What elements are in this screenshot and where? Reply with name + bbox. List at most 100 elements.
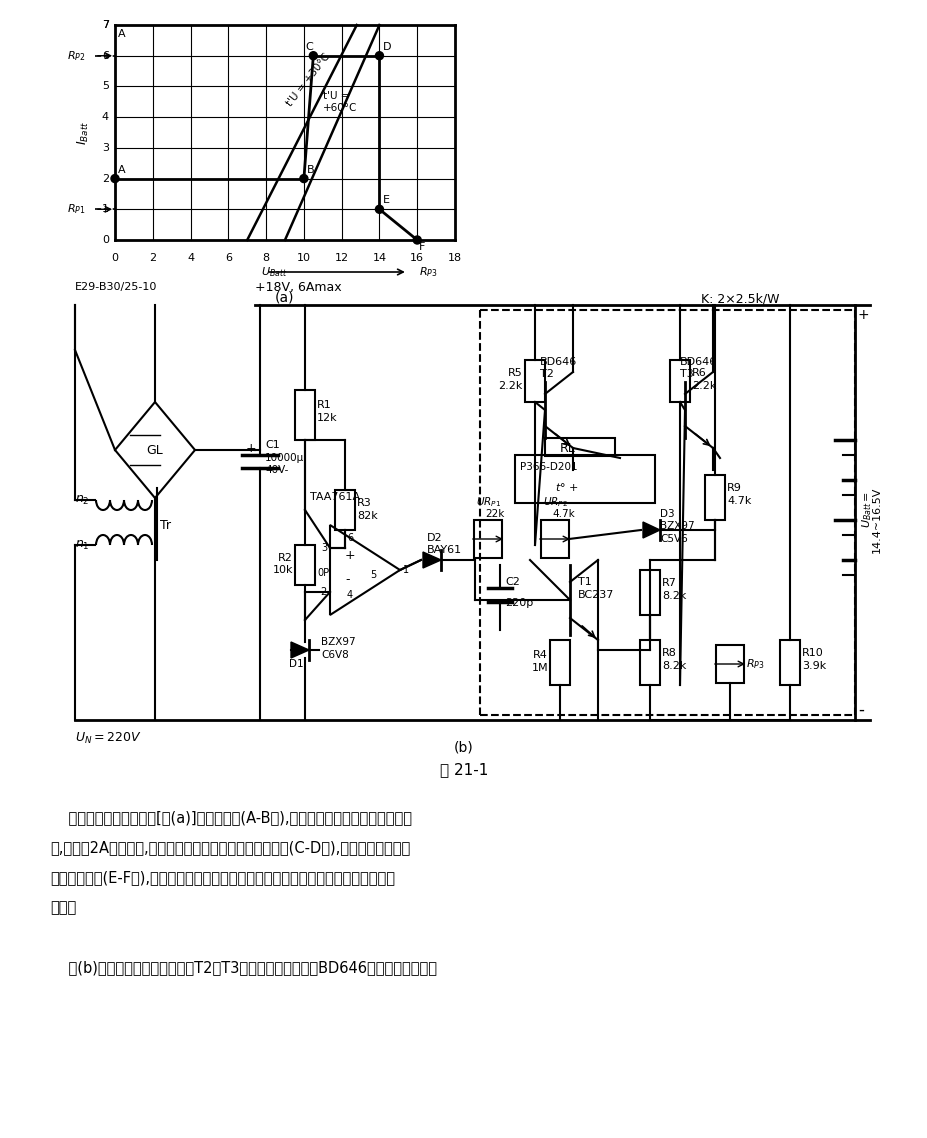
Text: $UR_{P2}$: $UR_{P2}$ xyxy=(542,495,567,509)
Text: R2: R2 xyxy=(278,553,293,563)
Text: $U_N = 220V$: $U_N = 220V$ xyxy=(75,731,142,745)
Text: 下,只以约2A电流充电,从而可防止充电装置过载。第二阶段(C-D段),以最大恒定电流充: 下,只以约2A电流充电,从而可防止充电装置过载。第二阶段(C-D段),以最大恒定… xyxy=(50,840,410,855)
Text: 220p: 220p xyxy=(504,597,533,608)
Text: +18V, 6Amax: +18V, 6Amax xyxy=(255,280,341,294)
Text: 4: 4 xyxy=(187,253,194,263)
Text: E29-B30/25-10: E29-B30/25-10 xyxy=(75,282,158,292)
Text: K: 2×2.5k/W: K: 2×2.5k/W xyxy=(700,292,779,305)
Text: 1: 1 xyxy=(402,564,409,575)
Bar xyxy=(669,360,690,402)
Text: 6: 6 xyxy=(347,533,353,543)
Text: R3: R3 xyxy=(357,498,372,508)
Text: $U_{Batt}$: $U_{Batt}$ xyxy=(260,265,287,279)
Text: 2: 2 xyxy=(321,587,326,597)
Text: 切断。: 切断。 xyxy=(50,900,76,915)
Text: RL: RL xyxy=(559,442,575,454)
Text: $UR_{P1}$: $UR_{P1}$ xyxy=(476,495,501,509)
Text: $I_{Batt}$: $I_{Batt}$ xyxy=(75,121,91,145)
Text: 4.7k: 4.7k xyxy=(552,509,574,519)
Text: 22k: 22k xyxy=(485,509,504,519)
Text: $n_1$: $n_1$ xyxy=(75,538,90,552)
Text: t'U = +30°C: t'U = +30°C xyxy=(285,52,332,108)
Text: C2: C2 xyxy=(504,577,519,587)
Text: B: B xyxy=(307,165,314,174)
Text: 2.2k: 2.2k xyxy=(498,381,523,391)
Bar xyxy=(705,475,724,520)
Text: R5: R5 xyxy=(508,368,523,378)
Text: $R_{P1}$: $R_{P1}$ xyxy=(67,203,85,216)
Text: 3: 3 xyxy=(102,143,108,152)
Text: t'U =
+60°C: t'U = +60°C xyxy=(323,91,357,113)
Text: +: + xyxy=(345,549,355,561)
Text: F: F xyxy=(419,242,425,251)
Text: 6: 6 xyxy=(224,253,232,263)
Text: E: E xyxy=(382,196,389,205)
Text: D1: D1 xyxy=(288,659,303,669)
Polygon shape xyxy=(291,642,309,658)
Text: R1: R1 xyxy=(317,399,331,410)
Text: R6: R6 xyxy=(692,368,706,378)
Text: 10000μ: 10000μ xyxy=(265,453,304,463)
Text: $R_{P3}$: $R_{P3}$ xyxy=(745,657,764,671)
Text: 2: 2 xyxy=(102,174,108,183)
Text: R4: R4 xyxy=(532,650,548,660)
Bar xyxy=(716,645,743,683)
Text: $R_{P3}$: $R_{P3}$ xyxy=(419,265,438,279)
Text: D: D xyxy=(382,42,390,51)
Text: BAY61: BAY61 xyxy=(426,545,462,555)
Text: D3: D3 xyxy=(659,509,674,519)
Circle shape xyxy=(375,205,383,213)
Text: 图(b)示出该充电电路。功率管T2、T3采用外延基极晶体管BD646，基极电流的大小: 图(b)示出该充电电路。功率管T2、T3采用外延基极晶体管BD646，基极电流的… xyxy=(50,960,437,975)
Text: 4: 4 xyxy=(102,113,108,122)
Text: -: - xyxy=(857,701,863,719)
Bar xyxy=(474,520,502,558)
Text: $R_{P2}$: $R_{P2}$ xyxy=(67,49,85,63)
Text: 1M: 1M xyxy=(531,663,548,673)
Text: Tr: Tr xyxy=(159,519,171,531)
Text: (a): (a) xyxy=(275,290,295,304)
Text: +: + xyxy=(857,308,869,322)
Bar xyxy=(544,438,615,456)
Text: R8: R8 xyxy=(661,648,676,658)
Text: 8.2k: 8.2k xyxy=(661,591,686,601)
Text: 图 21-1: 图 21-1 xyxy=(439,762,488,777)
Text: 7: 7 xyxy=(102,20,108,30)
Text: 12k: 12k xyxy=(317,413,337,423)
Text: 5: 5 xyxy=(370,570,375,580)
Text: 电。第三阶段(E-F段),以急速减小的电流进行补充充电。当电压升至足够高时电路自动: 电。第三阶段(E-F段),以急速减小的电流进行补充充电。当电压升至足够高时电路自… xyxy=(50,869,395,885)
Bar xyxy=(514,455,654,503)
Text: (b): (b) xyxy=(453,740,474,754)
Text: A: A xyxy=(118,165,125,174)
Text: 5: 5 xyxy=(102,82,108,91)
Text: $n_2$: $n_2$ xyxy=(75,494,90,506)
Text: 3: 3 xyxy=(321,543,326,553)
Text: T1: T1 xyxy=(578,577,591,587)
Text: C: C xyxy=(305,42,312,51)
Text: BZX97: BZX97 xyxy=(659,521,694,531)
Text: 18: 18 xyxy=(448,253,462,263)
Text: R7: R7 xyxy=(661,578,676,588)
Text: 40V-: 40V- xyxy=(265,465,288,475)
Circle shape xyxy=(309,51,317,59)
Text: R9: R9 xyxy=(726,483,741,493)
Text: BD646: BD646 xyxy=(540,357,577,366)
Text: 14.4~16.5V: 14.4~16.5V xyxy=(871,487,881,553)
Text: 2.2k: 2.2k xyxy=(692,381,716,391)
Text: BC237: BC237 xyxy=(578,589,614,600)
Polygon shape xyxy=(423,552,440,568)
Bar xyxy=(540,520,568,558)
Text: 该电路充电分三个阶段[图(a)]：第一阶段(A-B段),比如在蓄电池电荷完全放完情况: 该电路充电分三个阶段[图(a)]：第一阶段(A-B段),比如在蓄电池电荷完全放完… xyxy=(50,810,412,825)
Bar xyxy=(640,640,659,685)
Text: 7: 7 xyxy=(102,20,108,30)
Bar xyxy=(550,640,569,685)
Text: 1: 1 xyxy=(102,205,108,214)
Text: R10: R10 xyxy=(801,648,823,658)
Text: 2: 2 xyxy=(149,253,156,263)
Text: BZX97: BZX97 xyxy=(321,637,355,648)
Circle shape xyxy=(375,51,383,59)
Text: 12: 12 xyxy=(335,253,349,263)
Text: 10k: 10k xyxy=(273,564,293,575)
Text: TAA761A: TAA761A xyxy=(310,492,360,502)
Text: A: A xyxy=(118,28,125,39)
Bar xyxy=(780,640,799,685)
